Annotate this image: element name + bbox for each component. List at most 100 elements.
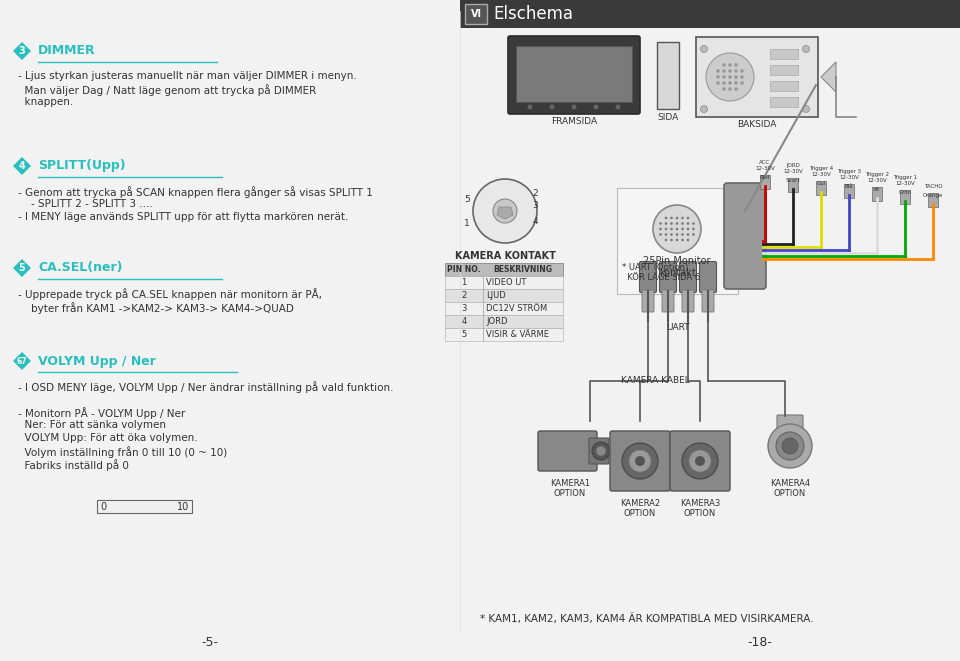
Circle shape — [729, 75, 732, 79]
Text: 5: 5 — [18, 263, 25, 273]
Text: Blå: Blå — [845, 184, 853, 189]
Circle shape — [729, 87, 732, 91]
Circle shape — [686, 217, 689, 219]
Text: 1: 1 — [464, 219, 469, 227]
Circle shape — [689, 450, 711, 472]
Text: ACC
12-30V: ACC 12-30V — [756, 160, 775, 171]
Text: LJUD: LJUD — [486, 291, 506, 300]
Circle shape — [527, 104, 533, 110]
Circle shape — [670, 239, 673, 241]
Text: CA.SEL(ner): CA.SEL(ner) — [38, 262, 123, 274]
Circle shape — [592, 442, 610, 460]
FancyBboxPatch shape — [445, 328, 563, 341]
Circle shape — [722, 63, 726, 67]
Text: Gul: Gul — [816, 181, 826, 186]
Circle shape — [676, 233, 679, 236]
Circle shape — [722, 69, 726, 73]
Circle shape — [635, 456, 645, 466]
Text: 4: 4 — [532, 217, 538, 225]
Text: Ner: För att sänka volymen: Ner: För att sänka volymen — [18, 420, 166, 430]
Text: 10: 10 — [177, 502, 189, 512]
Circle shape — [734, 87, 738, 91]
Circle shape — [629, 450, 651, 472]
FancyBboxPatch shape — [657, 42, 679, 109]
Circle shape — [493, 199, 517, 223]
Circle shape — [729, 81, 732, 85]
Circle shape — [716, 81, 720, 85]
Text: KAMERA KABEL: KAMERA KABEL — [620, 376, 689, 385]
Text: KAMERA1
OPTION: KAMERA1 OPTION — [550, 479, 590, 498]
Text: Grön: Grön — [899, 190, 912, 195]
Polygon shape — [13, 42, 31, 60]
Text: KAMERA KONTAKT: KAMERA KONTAKT — [455, 251, 556, 261]
Text: Trigger 4
12-30V: Trigger 4 12-30V — [809, 166, 833, 177]
FancyBboxPatch shape — [928, 193, 938, 207]
Circle shape — [660, 233, 661, 236]
FancyBboxPatch shape — [516, 46, 632, 102]
Circle shape — [682, 239, 684, 241]
Circle shape — [549, 104, 555, 110]
Text: Elschema: Elschema — [493, 5, 573, 23]
Text: VOLYM Upp: För att öka volymen.: VOLYM Upp: För att öka volymen. — [18, 433, 198, 443]
Circle shape — [686, 227, 689, 230]
FancyBboxPatch shape — [700, 262, 716, 293]
FancyBboxPatch shape — [900, 190, 910, 204]
Text: Volym inställning från 0 till 10 (0 ~ 10): Volym inställning från 0 till 10 (0 ~ 10… — [18, 446, 228, 458]
Text: PIN NO.: PIN NO. — [447, 265, 481, 274]
Polygon shape — [13, 157, 31, 175]
Circle shape — [660, 222, 661, 225]
Text: -5-: -5- — [202, 637, 219, 650]
FancyBboxPatch shape — [617, 188, 738, 294]
Text: 2: 2 — [462, 291, 467, 300]
Text: FRAMSIDA: FRAMSIDA — [551, 117, 597, 126]
Circle shape — [803, 46, 809, 52]
Text: - I OSD MENY läge, VOLYM Upp / Ner ändrar inställning på vald funktion.: - I OSD MENY läge, VOLYM Upp / Ner ändra… — [18, 381, 394, 393]
FancyBboxPatch shape — [445, 263, 563, 276]
Circle shape — [571, 104, 577, 110]
FancyBboxPatch shape — [872, 187, 882, 201]
Circle shape — [782, 438, 798, 454]
FancyBboxPatch shape — [445, 289, 563, 302]
FancyBboxPatch shape — [777, 415, 803, 437]
Circle shape — [695, 456, 705, 466]
Circle shape — [722, 75, 726, 79]
Circle shape — [722, 87, 726, 91]
Text: KAMERA3
OPTION: KAMERA3 OPTION — [680, 499, 720, 518]
FancyBboxPatch shape — [445, 315, 563, 328]
Circle shape — [670, 227, 673, 230]
Text: 1: 1 — [462, 278, 467, 287]
Circle shape — [686, 239, 689, 241]
Circle shape — [716, 69, 720, 73]
Text: knappen.: knappen. — [18, 97, 73, 107]
Text: 5: 5 — [464, 194, 469, 204]
Text: DC12V STRÖM: DC12V STRÖM — [486, 304, 547, 313]
Text: - Upprepade tryck på CA.SEL knappen när monitorn är PÅ,: - Upprepade tryck på CA.SEL knappen när … — [18, 288, 322, 300]
Circle shape — [706, 53, 754, 101]
FancyBboxPatch shape — [696, 37, 818, 117]
Text: BAKSIDA: BAKSIDA — [737, 120, 777, 129]
Circle shape — [670, 217, 673, 219]
Circle shape — [664, 233, 667, 236]
FancyBboxPatch shape — [445, 302, 563, 315]
Text: Röd: Röd — [759, 175, 770, 180]
Text: -18-: -18- — [748, 637, 773, 650]
Text: JORD
12-30V: JORD 12-30V — [783, 163, 803, 174]
Circle shape — [686, 222, 689, 225]
FancyBboxPatch shape — [816, 181, 826, 195]
Text: SIDA: SIDA — [658, 113, 679, 122]
Circle shape — [682, 227, 684, 230]
Text: * UART (Option):
  KÖR LÄGE SIDA 6: * UART (Option): KÖR LÄGE SIDA 6 — [622, 263, 700, 282]
Circle shape — [722, 81, 726, 85]
Circle shape — [670, 222, 673, 225]
FancyBboxPatch shape — [844, 184, 854, 198]
Circle shape — [660, 227, 661, 230]
Text: - Genom att trycka på SCAN knappen flera gånger så visas SPLITT 1: - Genom att trycka på SCAN knappen flera… — [18, 186, 372, 198]
Text: JORD: JORD — [486, 317, 508, 326]
Polygon shape — [13, 259, 31, 277]
Circle shape — [692, 233, 695, 236]
Text: VISIR & VÄRME: VISIR & VÄRME — [486, 330, 549, 339]
Circle shape — [664, 222, 667, 225]
Text: VOLYM Upp / Ner: VOLYM Upp / Ner — [38, 354, 156, 368]
Circle shape — [776, 432, 804, 460]
FancyBboxPatch shape — [770, 65, 798, 75]
